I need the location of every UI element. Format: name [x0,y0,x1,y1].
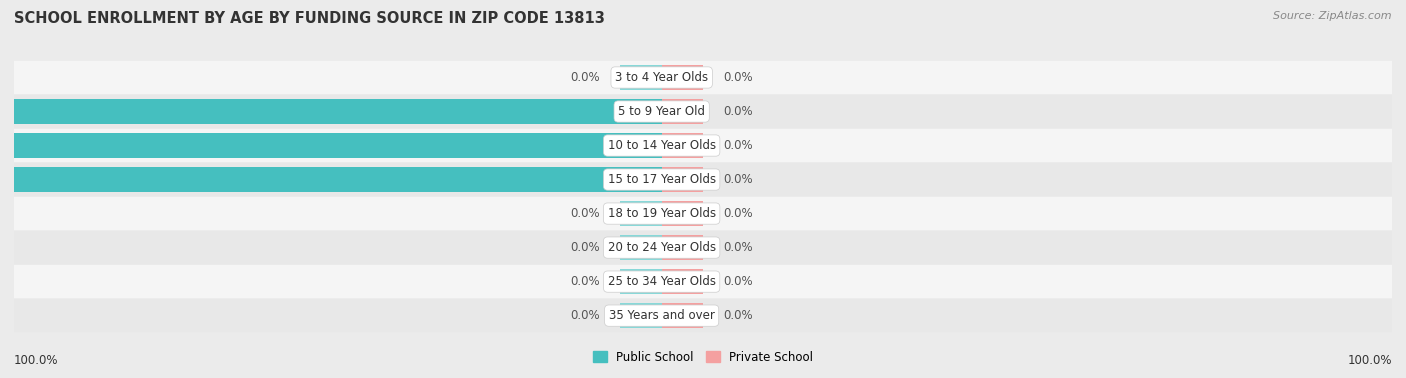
Text: 0.0%: 0.0% [569,309,600,322]
Bar [620,65,662,90]
Bar [620,235,662,260]
Bar [662,270,703,294]
Text: 0.0%: 0.0% [724,139,754,152]
Text: 0.0%: 0.0% [569,71,600,84]
Bar [662,167,703,192]
Legend: Public School, Private School: Public School, Private School [588,346,818,368]
Text: 20 to 24 Year Olds: 20 to 24 Year Olds [607,241,716,254]
Bar [0,99,662,124]
Bar [662,65,703,90]
Text: 0.0%: 0.0% [569,241,600,254]
Text: 0.0%: 0.0% [724,105,754,118]
Text: Source: ZipAtlas.com: Source: ZipAtlas.com [1274,11,1392,21]
FancyBboxPatch shape [14,61,1392,94]
Bar [620,270,662,294]
Text: 100.0%: 100.0% [14,354,59,367]
Text: 10 to 14 Year Olds: 10 to 14 Year Olds [607,139,716,152]
Text: 0.0%: 0.0% [724,241,754,254]
Text: 3 to 4 Year Olds: 3 to 4 Year Olds [614,71,709,84]
Text: 35 Years and over: 35 Years and over [609,309,714,322]
Text: 5 to 9 Year Old: 5 to 9 Year Old [619,105,706,118]
Text: 0.0%: 0.0% [724,71,754,84]
Text: SCHOOL ENROLLMENT BY AGE BY FUNDING SOURCE IN ZIP CODE 13813: SCHOOL ENROLLMENT BY AGE BY FUNDING SOUR… [14,11,605,26]
FancyBboxPatch shape [14,95,1392,128]
Bar [662,133,703,158]
Text: 0.0%: 0.0% [724,275,754,288]
FancyBboxPatch shape [14,129,1392,162]
Text: 18 to 19 Year Olds: 18 to 19 Year Olds [607,207,716,220]
Text: 0.0%: 0.0% [724,173,754,186]
Bar [620,304,662,328]
Bar [620,201,662,226]
Bar [662,235,703,260]
FancyBboxPatch shape [14,231,1392,264]
Bar [0,167,662,192]
Bar [662,201,703,226]
Text: 0.0%: 0.0% [569,275,600,288]
Text: 0.0%: 0.0% [724,309,754,322]
Text: 15 to 17 Year Olds: 15 to 17 Year Olds [607,173,716,186]
Text: 100.0%: 100.0% [1347,354,1392,367]
Bar [662,99,703,124]
Bar [662,304,703,328]
FancyBboxPatch shape [14,163,1392,196]
FancyBboxPatch shape [14,197,1392,230]
FancyBboxPatch shape [14,299,1392,332]
Text: 0.0%: 0.0% [569,207,600,220]
Text: 0.0%: 0.0% [724,207,754,220]
Bar [0,133,662,158]
FancyBboxPatch shape [14,265,1392,298]
Text: 25 to 34 Year Olds: 25 to 34 Year Olds [607,275,716,288]
